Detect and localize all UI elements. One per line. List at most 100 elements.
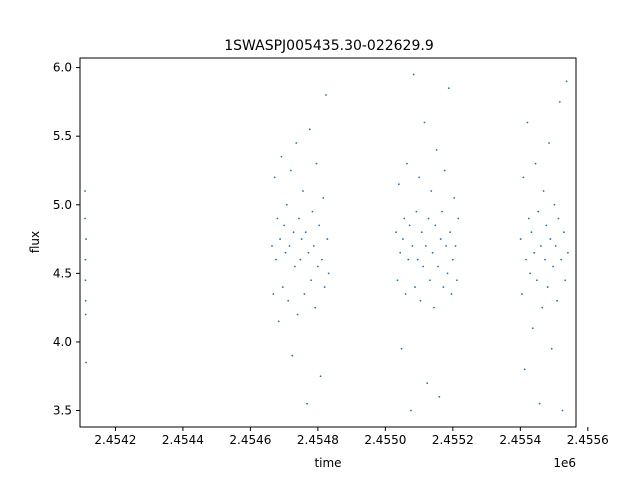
data-point: [538, 402, 541, 405]
data-point: [85, 361, 87, 364]
x-axis: 2.4542 2.4544 2.4546 2.4548 2.4550 2.4552 2.45…: [94, 427, 609, 447]
data-point: [525, 258, 527, 261]
data-point: [427, 217, 430, 220]
data-point: [443, 169, 446, 172]
data-point: [311, 210, 314, 213]
x-axis-label: time: [314, 456, 341, 470]
data-point: [426, 382, 429, 384]
data-point: [404, 293, 407, 295]
data-point: [447, 87, 450, 90]
data-point: [560, 258, 563, 261]
data-point: [279, 238, 281, 240]
chart-title: 1SWASPJ005435.30-022629.9: [224, 38, 433, 54]
data-point: [283, 224, 286, 227]
data-point: [418, 176, 420, 179]
data-point: [410, 409, 412, 412]
data-point: [534, 162, 537, 165]
x-tick-label: 2.4546: [229, 433, 271, 447]
data-point: [315, 162, 318, 165]
data-point: [540, 245, 542, 247]
data-point: [397, 183, 400, 186]
data-point: [291, 354, 294, 357]
data-point: [312, 245, 315, 247]
data-point: [424, 245, 427, 247]
data-point: [561, 409, 564, 412]
data-point: [548, 142, 550, 144]
data-point: [446, 272, 449, 275]
data-point: [288, 245, 291, 247]
data-point: [419, 299, 422, 302]
data-point: [416, 258, 419, 261]
data-point: [433, 306, 435, 309]
data-point: [437, 265, 439, 268]
y-tick-label: 5.0: [53, 198, 72, 212]
data-point: [285, 203, 288, 206]
data-point: [445, 245, 447, 247]
data-point: [522, 176, 525, 179]
data-point: [84, 217, 86, 220]
data-point: [284, 251, 287, 254]
data-point: [326, 238, 329, 240]
data-point: [453, 197, 456, 199]
data-point: [537, 210, 540, 213]
data-point: [523, 368, 526, 371]
data-point: [553, 203, 556, 206]
data-point: [527, 217, 530, 220]
data-point: [558, 101, 561, 103]
data-point: [277, 320, 280, 323]
data-point: [562, 231, 565, 234]
data-point: [281, 286, 284, 288]
data-point: [408, 224, 411, 227]
data-point: [412, 73, 415, 76]
data-point: [308, 128, 311, 131]
data-point: [395, 231, 398, 234]
data-point: [455, 279, 458, 282]
data-point: [271, 245, 273, 247]
data-point: [438, 395, 441, 398]
data-point: [567, 251, 569, 254]
data-point: [319, 375, 322, 378]
data-point: [318, 224, 321, 227]
data-point: [529, 272, 532, 275]
data-point: [526, 121, 529, 124]
data-point: [550, 347, 553, 350]
data-point: [400, 347, 403, 350]
data-point: [451, 258, 454, 261]
data-point: [519, 238, 522, 240]
data-point: [325, 94, 327, 96]
data-point: [292, 231, 295, 234]
x-tick-label: 2.4552: [432, 433, 474, 447]
data-point: [306, 402, 308, 405]
data-point: [552, 265, 554, 268]
y-tick-label: 4.0: [53, 335, 72, 349]
data-point: [411, 245, 414, 247]
data-point: [533, 251, 536, 254]
data-point: [327, 272, 330, 275]
data-point: [323, 286, 326, 288]
data-point: [554, 245, 557, 247]
y-tick-label: 3.5: [53, 404, 72, 418]
data-point: [439, 238, 442, 240]
data-point: [521, 293, 523, 295]
data-point: [434, 224, 437, 227]
data-point: [304, 231, 307, 234]
data-point: [403, 217, 406, 220]
data-point: [280, 155, 283, 158]
x-tick-label: 2.4556: [567, 433, 609, 447]
data-point: [542, 190, 545, 192]
data-point: [303, 293, 306, 295]
data-point: [310, 279, 313, 282]
data-point: [322, 197, 325, 199]
data-point: [441, 210, 443, 213]
data-point: [565, 80, 568, 83]
data-point: [84, 258, 87, 261]
data-point: [299, 258, 302, 261]
data-point: [407, 258, 410, 261]
data-point: [557, 217, 560, 220]
data-point: [85, 238, 87, 240]
data-point: [321, 258, 323, 261]
x-tick-label: 2.4550: [364, 433, 406, 447]
data-point: [307, 251, 310, 254]
data-point: [449, 231, 452, 234]
